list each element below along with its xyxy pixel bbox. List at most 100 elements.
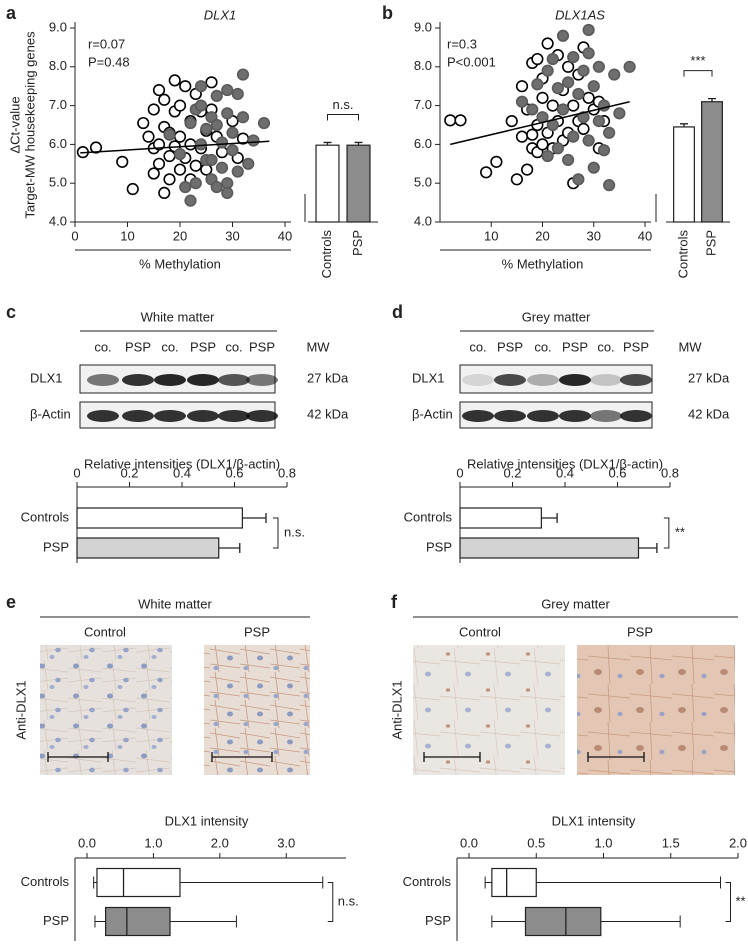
x-tick-label: 30 <box>225 228 239 243</box>
data-point <box>236 68 250 81</box>
significance-bracket <box>327 882 334 922</box>
y-axis-label: ΔCt-value <box>7 96 22 153</box>
data-point <box>142 130 155 143</box>
panel-label: b <box>382 3 393 23</box>
blot-title: White matter <box>141 309 215 324</box>
data-point <box>567 50 580 64</box>
data-point <box>215 136 229 149</box>
y-tick-label: 9.0 <box>414 19 432 34</box>
blot-band <box>494 410 526 422</box>
data-point <box>531 78 544 91</box>
data-point <box>242 157 255 170</box>
trend-line <box>450 100 630 146</box>
x-tick-label: 20 <box>173 228 187 243</box>
scale-bar <box>211 752 273 762</box>
lane-label: PSP <box>190 339 216 354</box>
data-point <box>221 107 234 120</box>
bar <box>701 101 723 223</box>
box <box>104 906 171 937</box>
error-bar <box>638 543 658 553</box>
whisker <box>600 915 681 928</box>
blot-band <box>590 374 622 386</box>
blot-band <box>218 374 250 386</box>
stat-annotation: P=0.48 <box>88 54 130 69</box>
y-tick-label: 8.0 <box>49 58 67 73</box>
micrograph <box>413 645 565 775</box>
significance-bracket <box>663 517 670 549</box>
data-point <box>572 87 585 101</box>
scale-bar <box>587 752 645 762</box>
data-point <box>221 186 234 199</box>
column-label: PSP <box>244 624 270 639</box>
box <box>96 867 181 898</box>
chart-title: DLX1 <box>204 7 237 22</box>
y-tick-label: PSP <box>426 539 452 554</box>
data-point <box>592 115 605 128</box>
data-point <box>189 159 202 172</box>
stat-annotation: r=0.3 <box>447 36 477 51</box>
y-tick-label: 6.0 <box>414 136 432 151</box>
lane-label: PSP <box>249 339 275 354</box>
x-tick-label: 0 <box>73 465 80 480</box>
x-tick-label: 40 <box>278 228 292 243</box>
y-axis-label: Target-MW housekeeping genes <box>22 31 37 219</box>
significance-bracket <box>683 70 713 77</box>
lane-label: co. <box>225 339 242 354</box>
data-point <box>194 138 208 151</box>
data-point <box>173 99 187 112</box>
x-tick-label: 3.0 <box>277 835 295 850</box>
data-point <box>567 130 580 143</box>
whisker <box>484 876 492 889</box>
y-tick-label: 7.0 <box>49 97 67 112</box>
blot-band <box>154 410 186 422</box>
data-point <box>526 128 539 141</box>
data-point <box>577 64 590 77</box>
blot-band <box>559 410 591 422</box>
blot-band <box>154 374 186 386</box>
panel-label: d <box>392 302 403 322</box>
data-point <box>179 80 192 93</box>
lane-label: PSP <box>125 339 151 354</box>
data-point <box>521 163 534 176</box>
data-point <box>226 144 239 157</box>
data-point <box>603 179 616 192</box>
x-tick-label: 20 <box>535 228 549 243</box>
size-label: 42 kDa <box>307 406 349 421</box>
blot-band <box>122 374 154 386</box>
y-tick-label: Controls <box>21 509 70 524</box>
data-point <box>194 80 208 93</box>
data-point <box>147 167 160 180</box>
error-bar <box>680 123 688 127</box>
data-point <box>89 141 103 154</box>
data-point <box>582 134 595 147</box>
data-point <box>179 180 192 194</box>
x-tick-label: PSP <box>703 230 718 256</box>
x-tick-label: 0.2 <box>503 465 521 480</box>
blot-title: Grey matter <box>522 309 591 324</box>
data-point <box>215 161 229 174</box>
x-tick-label: 0.0 <box>78 835 96 850</box>
x-tick-label: 0.0 <box>460 835 478 850</box>
data-point <box>562 60 575 73</box>
x-tick-label: 0.4 <box>556 465 574 480</box>
data-point <box>236 111 250 124</box>
x-tick-label: 0.6 <box>225 465 243 480</box>
data-point <box>194 99 208 112</box>
significance-label: ** <box>675 524 685 539</box>
x-axis-label: % Methylation <box>502 256 584 271</box>
y-tick-label: 4.0 <box>49 213 67 228</box>
blot-band <box>462 374 494 386</box>
significance-bracket <box>273 517 279 549</box>
chart-title: Relative intensities (DLX1/β-actin) <box>467 456 663 471</box>
data-point <box>592 60 605 73</box>
data-point <box>163 173 176 186</box>
blot-band <box>559 374 591 386</box>
bar <box>76 537 220 559</box>
data-point <box>536 91 549 104</box>
data-point <box>582 47 595 60</box>
data-point <box>137 116 150 130</box>
stat-annotation: r=0.07 <box>88 36 125 51</box>
data-point <box>603 126 616 139</box>
y-tick-label: PSP <box>425 913 451 928</box>
x-tick-label: 0.8 <box>661 465 679 480</box>
